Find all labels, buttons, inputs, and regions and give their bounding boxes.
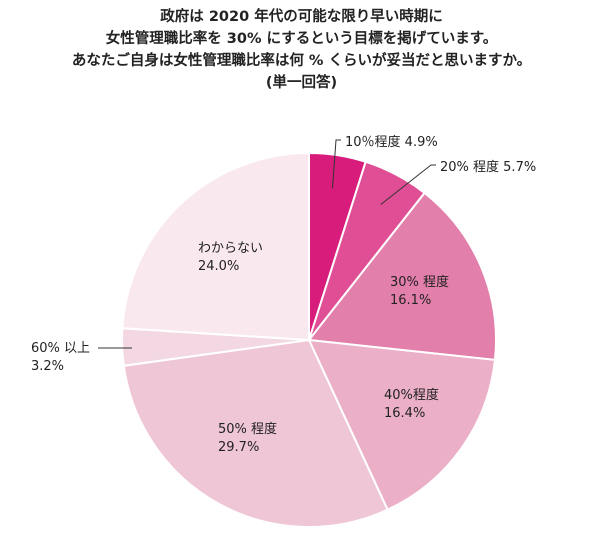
pie-slice xyxy=(307,191,497,362)
slice-category-label: わからない xyxy=(198,241,263,256)
slice-value-label: 3.2% xyxy=(31,359,64,374)
pie-slice xyxy=(122,338,389,528)
title-line-2: 女性管理職比率を 30% にするという目標を掲げています。 xyxy=(105,31,498,47)
title-line-3: あなたご自身は女性管理職比率は何 % くらいが妥当だと思いますか。 xyxy=(71,53,532,69)
pie-slice xyxy=(307,338,497,512)
slice-category-label: 50% 程度 xyxy=(218,421,277,437)
slice-value-label: 24.0% xyxy=(198,259,239,274)
leader-line xyxy=(332,139,341,189)
slice-value-label: 16.1% xyxy=(390,293,431,308)
chart-title: 政府は 2020 年代の可能な限り早い時期に 女性管理職比率を 30% にすると… xyxy=(0,6,603,94)
leader-line xyxy=(380,164,436,205)
slice-category-label: 30% 程度 xyxy=(390,274,449,290)
slice-label: 10％程度 4.9% xyxy=(345,134,438,150)
pie-slice xyxy=(121,151,310,342)
slice-label: 20% 程度 5.7% xyxy=(440,159,536,175)
slice-value-label: 16.4% xyxy=(384,406,425,421)
slice-category-label: 40%程度 xyxy=(384,387,439,403)
slice-category-label: 60% 以上 xyxy=(31,341,90,356)
slice-value-label: 29.7% xyxy=(218,440,259,455)
title-line-1: 政府は 2020 年代の可能な限り早い時期に xyxy=(160,9,443,25)
title-line-4: (単一回答) xyxy=(265,75,338,91)
